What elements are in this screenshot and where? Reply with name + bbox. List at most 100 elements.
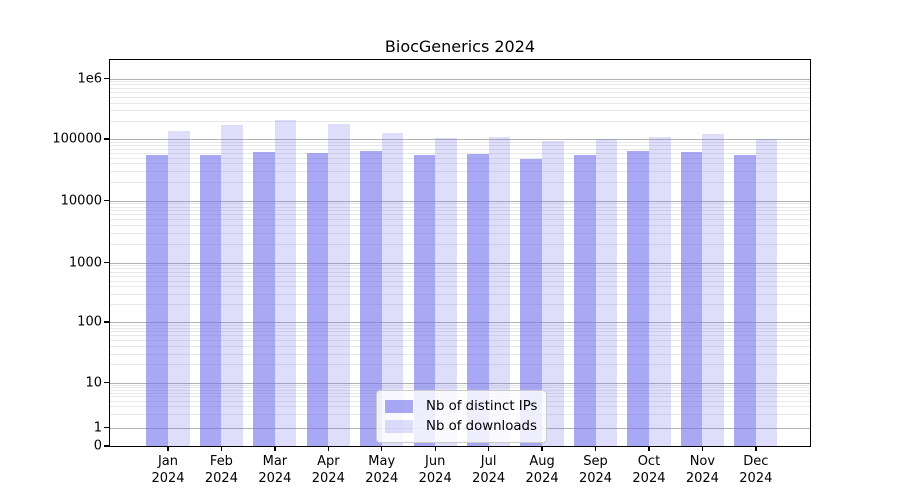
gridline-minor — [110, 163, 810, 165]
bar-distinct-ips-aug — [520, 158, 543, 446]
x-label-month: Jan — [157, 454, 179, 469]
x-axis-tick-label: Jan 2024 — [136, 454, 200, 487]
y-axis-tick-label: 1000 — [68, 255, 102, 271]
x-tick-feb — [220, 446, 223, 451]
legend: Nb of distinct IPs Nb of downloads — [376, 390, 548, 443]
x-axis-tick-label: Mar 2024 — [243, 454, 307, 487]
chart-title: BiocGenerics 2024 — [384, 37, 536, 56]
x-label-month: Apr — [317, 454, 340, 469]
gridline-minor — [110, 324, 810, 326]
bar-downloads-mar — [274, 120, 297, 446]
gridline-minor — [110, 110, 810, 112]
gridline-major — [110, 200, 810, 202]
x-label-year: 2024 — [418, 470, 452, 486]
gridline-minor — [110, 91, 810, 93]
bar-downloads-oct — [648, 136, 671, 446]
bar-downloads-sep — [595, 138, 618, 446]
gridline-major — [110, 382, 810, 384]
gridline-minor — [110, 293, 810, 295]
bar-distinct-ips-feb — [199, 154, 222, 446]
gridline-minor — [110, 271, 810, 273]
gridline-minor — [110, 206, 810, 208]
gridline-minor — [110, 243, 810, 245]
gridline-minor — [110, 171, 810, 173]
gridline-minor — [110, 286, 810, 288]
gridline-minor — [110, 141, 810, 143]
gridline-minor — [110, 265, 810, 267]
bar-downloads-jul — [488, 137, 511, 446]
x-label-year: 2024 — [739, 470, 773, 486]
gridline-minor — [110, 157, 810, 159]
bar-downloads-aug — [542, 140, 564, 446]
legend-label: Nb of downloads — [426, 418, 537, 434]
y-tick — [104, 427, 109, 429]
gridline-minor — [110, 219, 810, 221]
y-axis-tick-label: 10000 — [60, 193, 102, 208]
y-axis-tick-label: 100000 — [52, 131, 102, 147]
x-label-year: 2024 — [311, 470, 345, 486]
x-tick-aug — [541, 446, 543, 451]
gridline-minor — [110, 340, 810, 342]
x-axis-tick-label: Jun 2024 — [403, 454, 467, 487]
x-axis-tick-label: May 2024 — [350, 454, 414, 487]
x-tick-dec — [755, 446, 757, 451]
y-tick — [104, 382, 109, 384]
x-tick-mar — [274, 446, 276, 451]
x-label-month: Aug — [529, 454, 555, 469]
gridline-minor — [110, 181, 810, 183]
x-label-month: Jul — [480, 454, 497, 469]
gridline-minor — [110, 335, 810, 337]
bar-distinct-ips-jun — [413, 154, 436, 446]
gridline-minor — [110, 280, 810, 282]
x-label-year: 2024 — [151, 470, 185, 486]
x-label-month: Nov — [689, 454, 716, 469]
gridline-minor — [110, 152, 810, 154]
y-tick — [104, 77, 109, 80]
legend-item: Nb of downloads — [385, 416, 537, 436]
y-axis-tick-label: 1 — [93, 420, 102, 436]
gridline-minor — [110, 214, 810, 216]
x-label-month: Mar — [262, 454, 288, 469]
gridline-minor — [110, 384, 810, 386]
gridline-minor — [110, 304, 810, 306]
gridline-minor — [110, 233, 810, 235]
gridline-minor — [110, 364, 810, 366]
bar-downloads-may — [381, 133, 404, 446]
gridline-minor — [110, 144, 810, 146]
x-label-year: 2024 — [365, 470, 399, 486]
x-label-month: Sep — [583, 454, 608, 469]
y-tick — [104, 321, 109, 323]
bar-distinct-ips-dec — [734, 154, 756, 446]
x-tick-jul — [487, 446, 490, 451]
x-tick-nov — [701, 446, 704, 451]
x-axis-tick-label: Dec 2024 — [724, 454, 788, 487]
gridline-major — [110, 139, 810, 140]
x-label-month: Oct — [637, 454, 661, 469]
gridline-minor — [110, 81, 810, 83]
x-axis-tick-label: Sep 2024 — [564, 454, 628, 487]
y-tick — [104, 138, 109, 140]
gridline-minor — [110, 148, 810, 150]
x-tick-jun — [434, 446, 436, 451]
x-label-month: May — [368, 454, 396, 469]
x-label-month: Dec — [743, 454, 769, 469]
x-tick-oct — [648, 446, 650, 451]
y-axis-tick-label: 0 — [93, 438, 102, 454]
gridline-minor — [110, 203, 810, 205]
gridline-major — [110, 78, 810, 80]
bar-distinct-ips-apr — [306, 152, 329, 446]
x-label-year: 2024 — [472, 470, 506, 486]
bar-downloads-dec — [755, 139, 778, 446]
x-label-year: 2024 — [204, 470, 238, 486]
gridline-minor — [110, 102, 810, 104]
x-label-year: 2024 — [525, 470, 559, 486]
bar-downloads-jun — [435, 137, 457, 446]
x-axis-tick-label: Jul 2024 — [457, 454, 521, 487]
gridline-minor — [110, 84, 810, 86]
gridline-minor — [110, 275, 810, 277]
gridline-minor — [110, 96, 810, 98]
gridline-minor — [110, 353, 810, 355]
legend-swatch-distinct-ips — [385, 399, 413, 413]
bar-downloads-nov — [702, 133, 724, 446]
